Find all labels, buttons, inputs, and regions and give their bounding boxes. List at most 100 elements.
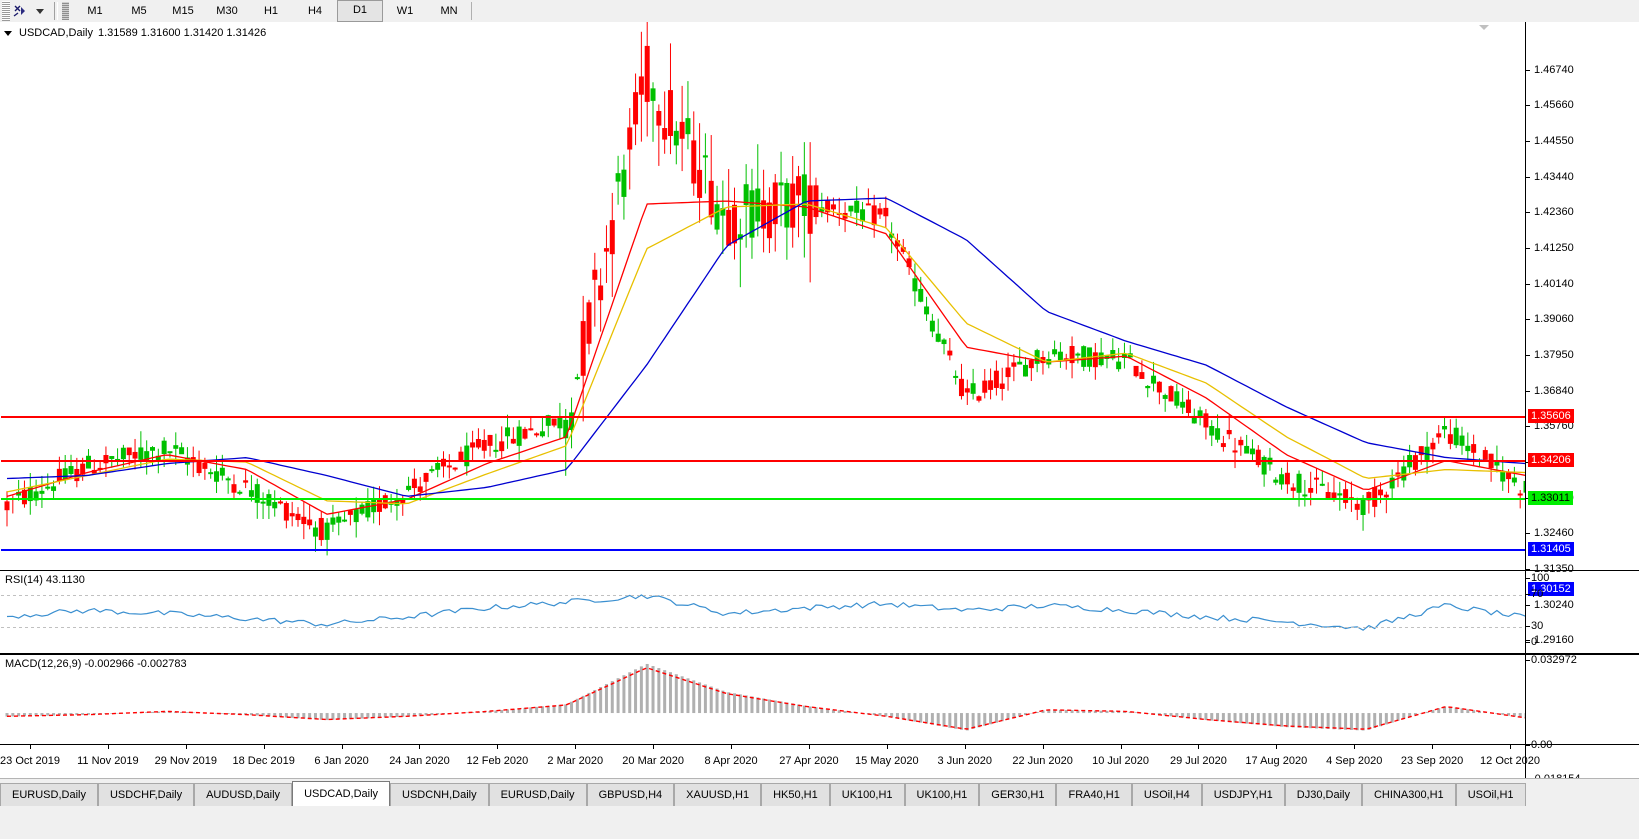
timeframe-m30[interactable]: M30 (216, 5, 238, 17)
timeframe-m15[interactable]: M15 (172, 5, 194, 17)
price-plot[interactable] (1, 22, 1526, 568)
date-label-5: 24 Jan 2020 (389, 755, 450, 767)
chart-tab-usdcad-daily[interactable]: USDCAD,Daily (292, 781, 391, 806)
rsi-plot (1, 571, 1526, 653)
rsi-tick-100: 100 (1531, 572, 1550, 584)
chart-tab-ger30-h1[interactable]: GER30,H1 (979, 783, 1057, 806)
price-tick-label-0: 1.46740 (1534, 64, 1574, 76)
chart-tab-audusd-daily[interactable]: AUDUSD,Daily (194, 783, 293, 806)
level-price-tag-1.33011[interactable]: 1.33011 (1528, 491, 1573, 505)
chart-tab-usdjpy-h1[interactable]: USDJPY,H1 (1201, 783, 1285, 806)
symbol-header: USDCAD,Daily 1.31589 1.31600 1.31420 1.3… (4, 26, 266, 40)
date-label-18: 23 Sep 2020 (1400, 755, 1464, 767)
price-tick-mark (1526, 105, 1530, 106)
hline-1.34206[interactable] (1, 460, 1526, 462)
chevron-down-icon[interactable] (30, 1, 50, 21)
timeframe-m1[interactable]: M1 (87, 5, 103, 17)
timeframe-mn[interactable]: MN (440, 5, 458, 17)
chart-tab-xauusd-h1[interactable]: XAUUSD,H1 (674, 783, 762, 806)
chart-tab-eurusd-daily[interactable]: EURUSD,Daily (488, 783, 587, 806)
rsi-series (6, 594, 1526, 631)
rsi-tick-30: 30 (1531, 620, 1544, 632)
price-tick-mark (1526, 248, 1530, 249)
price-scale[interactable]: 1.46740 1.45660 1.44550 1.43440 1.42360 1.412… (1525, 22, 1639, 785)
date-tick (497, 745, 499, 749)
date-label-3: 18 Dec 2019 (232, 755, 295, 767)
date-label-0: 23 Oct 2019 (0, 755, 60, 767)
date-tick (731, 745, 733, 749)
price-pane[interactable]: USDCAD,Daily 1.31589 1.31600 1.31420 1.3… (0, 22, 1639, 568)
price-tick-label-16: 1.29160 (1534, 634, 1574, 646)
chart-tab-uk100-h1[interactable]: UK100,H1 (829, 783, 905, 806)
date-label-4: 6 Jan 2020 (314, 755, 369, 767)
price-tick-label-13: 1.32460 (1534, 527, 1574, 539)
date-tick (341, 745, 343, 749)
price-tick-label-14: 1.31350 (1534, 563, 1574, 575)
timeframe-m5[interactable]: M5 (131, 5, 147, 17)
toolbar-drag-handle[interactable] (2, 1, 10, 21)
rsi-level-30 (1, 627, 1526, 628)
hline-1.31405[interactable] (1, 549, 1526, 551)
macd-label: MACD(12,26,9) -0.002966 -0.002783 (5, 658, 187, 670)
timeframe-d1[interactable]: D1 (337, 0, 383, 22)
hline-1.35606[interactable] (1, 416, 1526, 418)
toolbar-divider-right (471, 2, 472, 20)
level-price-tag-1.35606[interactable]: 1.35606 (1528, 409, 1574, 423)
price-tick-label-3: 1.43440 (1534, 171, 1574, 183)
date-tick (886, 745, 888, 749)
price-tick-label-6: 1.40140 (1534, 278, 1574, 290)
chart-tab-uk100-h1[interactable]: UK100,H1 (904, 783, 980, 806)
price-tick-label-2: 1.44550 (1534, 135, 1574, 147)
crosshair-icon[interactable] (10, 1, 30, 21)
price-tick-mark (1526, 355, 1530, 356)
chart-tabs[interactable]: EURUSD,Daily USDCHF,Daily AUDUSD,Daily USDC… (0, 778, 1639, 839)
rsi-label: RSI(14) 43.1130 (5, 574, 85, 586)
date-label-12: 3 Jun 2020 (937, 755, 992, 767)
date-label-1: 11 Nov 2019 (77, 755, 139, 767)
price-tick-label-10: 1.35760 (1534, 420, 1574, 432)
chart-tab-usoil-h4[interactable]: USOil,H4 (1131, 783, 1202, 806)
timeframe-h4[interactable]: H4 (307, 5, 323, 17)
price-tick-mark (1526, 212, 1530, 213)
chart-area[interactable]: USDCAD,Daily 1.31589 1.31600 1.31420 1.3… (0, 22, 1639, 785)
date-tick (1354, 745, 1356, 749)
price-tick-label-7: 1.39060 (1534, 313, 1574, 325)
date-tick (1120, 745, 1122, 749)
date-tick (964, 745, 966, 749)
macd-tick-1: 0.00 (1531, 739, 1553, 751)
level-price-tag-1.31405[interactable]: 1.31405 (1528, 542, 1574, 556)
date-tick (185, 745, 187, 749)
date-label-6: 12 Feb 2020 (466, 755, 529, 767)
timeframe-group-handle[interactable] (62, 2, 69, 20)
chart-tab-usdcnh-daily[interactable]: USDCNH,Daily (390, 783, 489, 806)
price-tick-label-8: 1.37950 (1534, 349, 1574, 361)
date-tick (263, 745, 265, 749)
chart-tab-dj30-daily[interactable]: DJ30,Daily (1284, 783, 1362, 806)
timeframe-h1[interactable]: H1 (263, 5, 279, 17)
chart-tab-usdchf-daily[interactable]: USDCHF,Daily (97, 783, 195, 806)
chart-tab-fra40-h1[interactable]: FRA40,H1 (1056, 783, 1132, 806)
price-tick-label-4: 1.42360 (1534, 206, 1574, 218)
macd-tick-0: 0.032972 (1531, 654, 1577, 666)
chart-tab-usoil-h1[interactable]: USOil,H1 (1455, 783, 1526, 806)
triangle-down-icon[interactable] (4, 30, 12, 36)
price-tick-mark (1526, 391, 1530, 392)
date-label-15: 29 Jul 2020 (1169, 755, 1227, 767)
chart-tab-gbpusd-h4[interactable]: GBPUSD,H4 (586, 783, 675, 806)
price-tick-mark (1526, 319, 1530, 320)
rsi-pane[interactable]: RSI(14) 43.1130 (0, 570, 1639, 654)
date-tick (653, 745, 655, 749)
chart-tab-hk50-h1[interactable]: HK50,H1 (761, 783, 830, 806)
level-price-tag-1.34206[interactable]: 1.34206 (1528, 453, 1574, 467)
hline-1.33011[interactable] (1, 498, 1526, 500)
macd-pane[interactable]: MACD(12,26,9) -0.002966 -0.002783 (0, 654, 1639, 745)
rsi-tick-mark (1526, 642, 1530, 643)
rsi-tick-mark (1526, 626, 1530, 627)
timeframe-w1[interactable]: W1 (396, 5, 414, 17)
chart-tab-china300-h1[interactable]: CHINA300,H1 (1361, 783, 1456, 806)
level-price-tag-1.30152[interactable]: 1.30152 (1528, 582, 1574, 596)
scroll-indicator-icon[interactable] (1479, 25, 1489, 30)
chart-tab-eurusd-daily[interactable]: EURUSD,Daily (0, 783, 98, 806)
price-tick-mark (1526, 426, 1530, 427)
date-tick (1432, 745, 1434, 749)
